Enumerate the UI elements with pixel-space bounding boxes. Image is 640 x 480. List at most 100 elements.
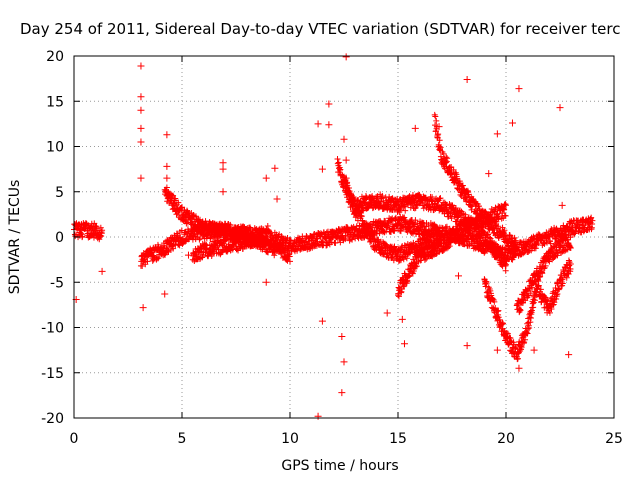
outlier-point xyxy=(161,290,169,298)
outlier-point xyxy=(325,121,333,129)
x-tick-label: 0 xyxy=(70,431,79,447)
x-tick-label: 5 xyxy=(178,431,187,447)
data-point xyxy=(317,230,324,237)
x-tick-label: 20 xyxy=(497,431,515,447)
x-tick-label: 15 xyxy=(389,431,407,447)
data-point xyxy=(282,249,289,256)
data-point xyxy=(294,247,301,254)
data-point xyxy=(395,284,402,291)
outlier-point xyxy=(493,346,501,354)
outlier-point xyxy=(273,195,281,203)
outlier-point xyxy=(463,76,471,84)
data-point xyxy=(373,230,380,237)
data-point xyxy=(278,251,285,258)
outlier-point xyxy=(137,138,145,146)
data-point xyxy=(155,255,162,262)
x-tick-label: 25 xyxy=(605,431,623,447)
data-point xyxy=(172,195,179,202)
data-point xyxy=(350,231,357,238)
x-tick-label: 10 xyxy=(281,431,299,447)
data-point xyxy=(412,217,419,224)
data-point xyxy=(517,239,524,246)
outlier-point xyxy=(454,272,462,280)
data-point xyxy=(97,224,104,231)
data-point xyxy=(79,233,86,240)
y-tick-label: 5 xyxy=(55,185,64,201)
outlier-point xyxy=(515,364,523,372)
outlier-point xyxy=(565,351,573,359)
data-points xyxy=(71,53,596,420)
y-tick-label: 0 xyxy=(55,230,64,246)
data-point xyxy=(256,238,263,245)
outlier-point xyxy=(314,412,322,420)
data-point xyxy=(265,228,272,235)
outlier-point xyxy=(340,358,348,366)
data-point xyxy=(406,225,413,232)
data-point xyxy=(264,229,271,236)
outlier-point xyxy=(342,53,350,61)
data-point xyxy=(209,219,216,226)
data-point xyxy=(439,225,446,232)
data-point xyxy=(433,117,440,124)
data-point xyxy=(502,267,509,274)
outlier-point xyxy=(163,162,171,170)
outlier-point xyxy=(342,156,350,164)
data-point xyxy=(306,245,313,252)
y-tick-label: -20 xyxy=(41,411,64,427)
y-tick-label: -10 xyxy=(41,321,64,337)
y-tick-label: 20 xyxy=(46,49,64,65)
outlier-point xyxy=(338,333,346,341)
data-point xyxy=(308,234,315,241)
data-point xyxy=(397,228,404,235)
data-point xyxy=(144,258,151,265)
outlier-point xyxy=(137,124,145,132)
outlier-point xyxy=(137,174,145,182)
y-tick-label: -5 xyxy=(50,275,64,291)
data-point xyxy=(163,184,170,191)
chart-title: Day 254 of 2011, Sidereal Day-to-day VTE… xyxy=(20,20,621,38)
x-axis-label: GPS time / hours xyxy=(281,458,398,474)
outlier-point xyxy=(411,124,419,132)
data-point xyxy=(281,246,288,253)
data-point xyxy=(532,245,539,252)
data-point xyxy=(271,252,278,259)
outlier-point xyxy=(262,278,270,286)
outlier-point xyxy=(219,159,227,167)
outlier-point xyxy=(485,170,493,178)
outlier-point xyxy=(262,174,270,182)
y-tick-label: 15 xyxy=(46,94,64,110)
data-point xyxy=(196,228,203,235)
outlier-point xyxy=(137,93,145,101)
data-point xyxy=(99,227,106,234)
outlier-point xyxy=(219,165,227,173)
data-point xyxy=(285,245,292,252)
outlier-point xyxy=(219,188,227,196)
outlier-point xyxy=(314,120,322,128)
y-tick-label: -15 xyxy=(41,366,64,382)
y-axis-label: SDTVAR / TECUs xyxy=(7,180,23,295)
outlier-point xyxy=(515,85,523,93)
data-point xyxy=(547,240,554,247)
data-point xyxy=(248,241,255,248)
data-point xyxy=(349,236,356,243)
data-point xyxy=(175,199,182,206)
data-point xyxy=(287,258,293,265)
outlier-point xyxy=(318,317,326,325)
outlier-point xyxy=(139,304,147,312)
data-point xyxy=(588,214,595,221)
data-point xyxy=(287,237,294,244)
outlier-point xyxy=(400,340,408,348)
y-tick-label: 10 xyxy=(46,140,64,156)
data-point xyxy=(339,232,346,239)
outlier-point xyxy=(137,62,145,70)
data-point xyxy=(285,244,292,251)
data-point xyxy=(264,234,271,241)
data-point xyxy=(255,240,262,247)
outlier-point xyxy=(98,267,106,275)
outlier-point xyxy=(271,164,279,172)
data-point xyxy=(589,217,596,224)
data-point xyxy=(139,262,146,269)
data-point xyxy=(240,223,247,230)
data-point xyxy=(525,248,532,255)
